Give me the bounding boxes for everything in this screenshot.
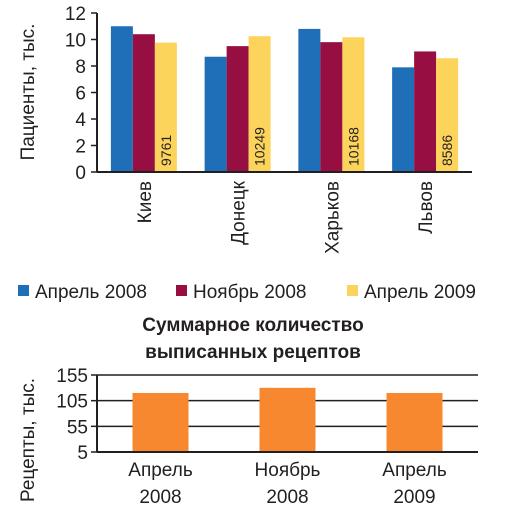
patients-bar: [110, 26, 133, 172]
prescriptions-title-line-1: Суммарное количество: [142, 315, 363, 336]
patients-bar: [204, 56, 227, 172]
patients-category-label: Харьков: [322, 181, 343, 254]
patients-data-labels: 9761 10249 10168 8586: [158, 127, 455, 166]
legend-swatch: [18, 285, 29, 296]
patients-chart: Пациенты, тыс. 0 2 4 6 8 10 12 9761 10249 10168 8…: [18, 4, 476, 303]
patients-category-label: Донецк: [229, 180, 250, 245]
patients-bar: [248, 36, 271, 173]
prescriptions-title-line-2: выписанных рецептов: [145, 342, 361, 363]
prescriptions-category-labels: Апрель 2008 Ноябрь 2008 Апрель 2009: [128, 460, 447, 508]
patients-legend: Апрель 2008 Ноябрь 2008 Апрель 2009: [18, 282, 476, 303]
prescriptions-category-label: 2009: [393, 487, 435, 508]
prescriptions-category-label: Апрель: [128, 460, 193, 481]
patients-y-tick-label: 8: [75, 57, 86, 78]
prescriptions-bars: [132, 387, 443, 452]
prescriptions-y-tick-label: 5: [77, 443, 88, 464]
prescriptions-category-label: Ноябрь: [255, 460, 321, 481]
patients-bar: [226, 46, 249, 172]
patients-bar: [298, 28, 321, 173]
patients-y-tick-label: 12: [65, 4, 86, 25]
prescriptions-bar: [386, 392, 443, 452]
legend-label: Ноябрь 2008: [193, 282, 306, 303]
patients-data-label: 9761: [158, 135, 174, 166]
prescriptions-chart: Суммарное количество выписанных рецептов…: [18, 315, 478, 508]
patients-bar: [436, 58, 459, 172]
patients-category-label: Киев: [135, 181, 156, 223]
prescriptions-y-tick-label: 55: [67, 417, 88, 438]
patients-bar: [392, 67, 415, 172]
patients-y-ticks: 0 2 4 6 8 10 12: [65, 4, 97, 184]
patients-y-tick-label: 2: [75, 137, 86, 158]
patients-data-label: 10249: [252, 127, 268, 166]
patients-bar: [132, 34, 155, 173]
patients-category-labels: Киев Донецк Харьков Львов: [135, 180, 437, 254]
prescriptions-y-axis-label: Рецепты, тыс.: [18, 378, 39, 502]
prescriptions-category-label: 2008: [139, 487, 181, 508]
legend-swatch: [347, 285, 358, 296]
prescriptions-category-label: Апрель: [382, 460, 447, 481]
legend-label: Апрель 2009: [364, 282, 476, 303]
patients-bar: [414, 51, 437, 172]
legend-label: Апрель 2008: [35, 282, 147, 303]
patients-y-tick-label: 4: [75, 110, 86, 131]
patients-category-label: Львов: [416, 181, 437, 234]
patients-y-tick-label: 0: [75, 163, 86, 184]
prescriptions-y-tick-label: 155: [56, 366, 88, 387]
patients-y-tick-label: 6: [75, 84, 86, 105]
prescriptions-category-label: 2008: [266, 487, 308, 508]
patients-data-label: 10168: [345, 127, 361, 166]
patients-bar: [154, 42, 177, 173]
patients-bars: [110, 26, 459, 173]
prescriptions-bar: [259, 387, 316, 452]
patients-y-tick-label: 10: [65, 31, 86, 52]
patients-y-axis-label: Пациенты, тыс.: [18, 24, 39, 161]
prescriptions-bar: [132, 392, 189, 452]
prescriptions-y-tick-label: 105: [56, 392, 88, 413]
legend-swatch: [176, 285, 187, 296]
patients-data-label: 8586: [439, 135, 455, 166]
patients-bar: [320, 42, 343, 173]
patients-bar: [342, 37, 365, 172]
